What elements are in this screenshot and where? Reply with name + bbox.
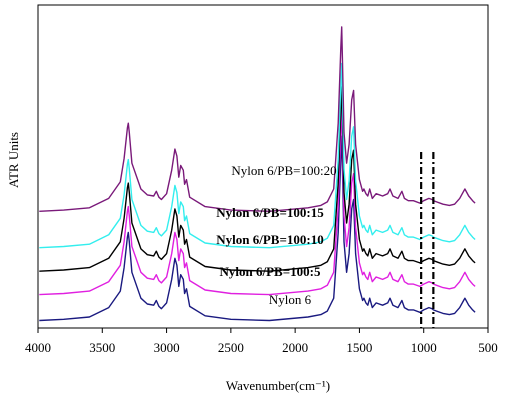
x-tick-label-7: 500 bbox=[478, 340, 498, 355]
x-axis: 4000 3500 3000 2500 2000 1500 1000 500 bbox=[25, 328, 498, 355]
series-label-0: Nylon 6 bbox=[269, 292, 312, 307]
series-line-4 bbox=[39, 26, 476, 213]
series-label-1: Nylon 6/PB=100:5 bbox=[220, 264, 321, 279]
reference-lines bbox=[420, 152, 435, 328]
series-line-2 bbox=[39, 86, 476, 272]
series-line-0 bbox=[39, 135, 476, 322]
y-axis-title: ATR Units bbox=[6, 132, 21, 188]
series-line-1 bbox=[39, 109, 476, 296]
series-line-3 bbox=[39, 62, 476, 249]
plot-frame bbox=[37, 4, 489, 329]
x-tick-label-4: 2000 bbox=[282, 340, 308, 355]
series-layer bbox=[39, 26, 476, 322]
series-label-4: Nylon 6/PB=100:20 bbox=[231, 163, 336, 178]
series-label-3: Nylon 6/PB=100:15 bbox=[216, 205, 324, 220]
series-labels: Nylon 6 Nylon 6/PB=100:5 Nylon 6/PB=100:10… bbox=[216, 163, 336, 307]
x-tick-label-1: 3500 bbox=[89, 340, 115, 355]
x-tick-label-0: 4000 bbox=[25, 340, 51, 355]
x-tick-label-5: 1500 bbox=[346, 340, 372, 355]
plot-area bbox=[37, 4, 489, 329]
x-tick-label-3: 2500 bbox=[218, 340, 244, 355]
x-axis-title: Wavenumber(cm⁻¹) bbox=[226, 378, 330, 393]
x-tick-label-2: 3000 bbox=[154, 340, 180, 355]
series-label-2: Nylon 6/PB=100:10 bbox=[216, 232, 323, 247]
x-tick-label-6: 1000 bbox=[411, 340, 437, 355]
